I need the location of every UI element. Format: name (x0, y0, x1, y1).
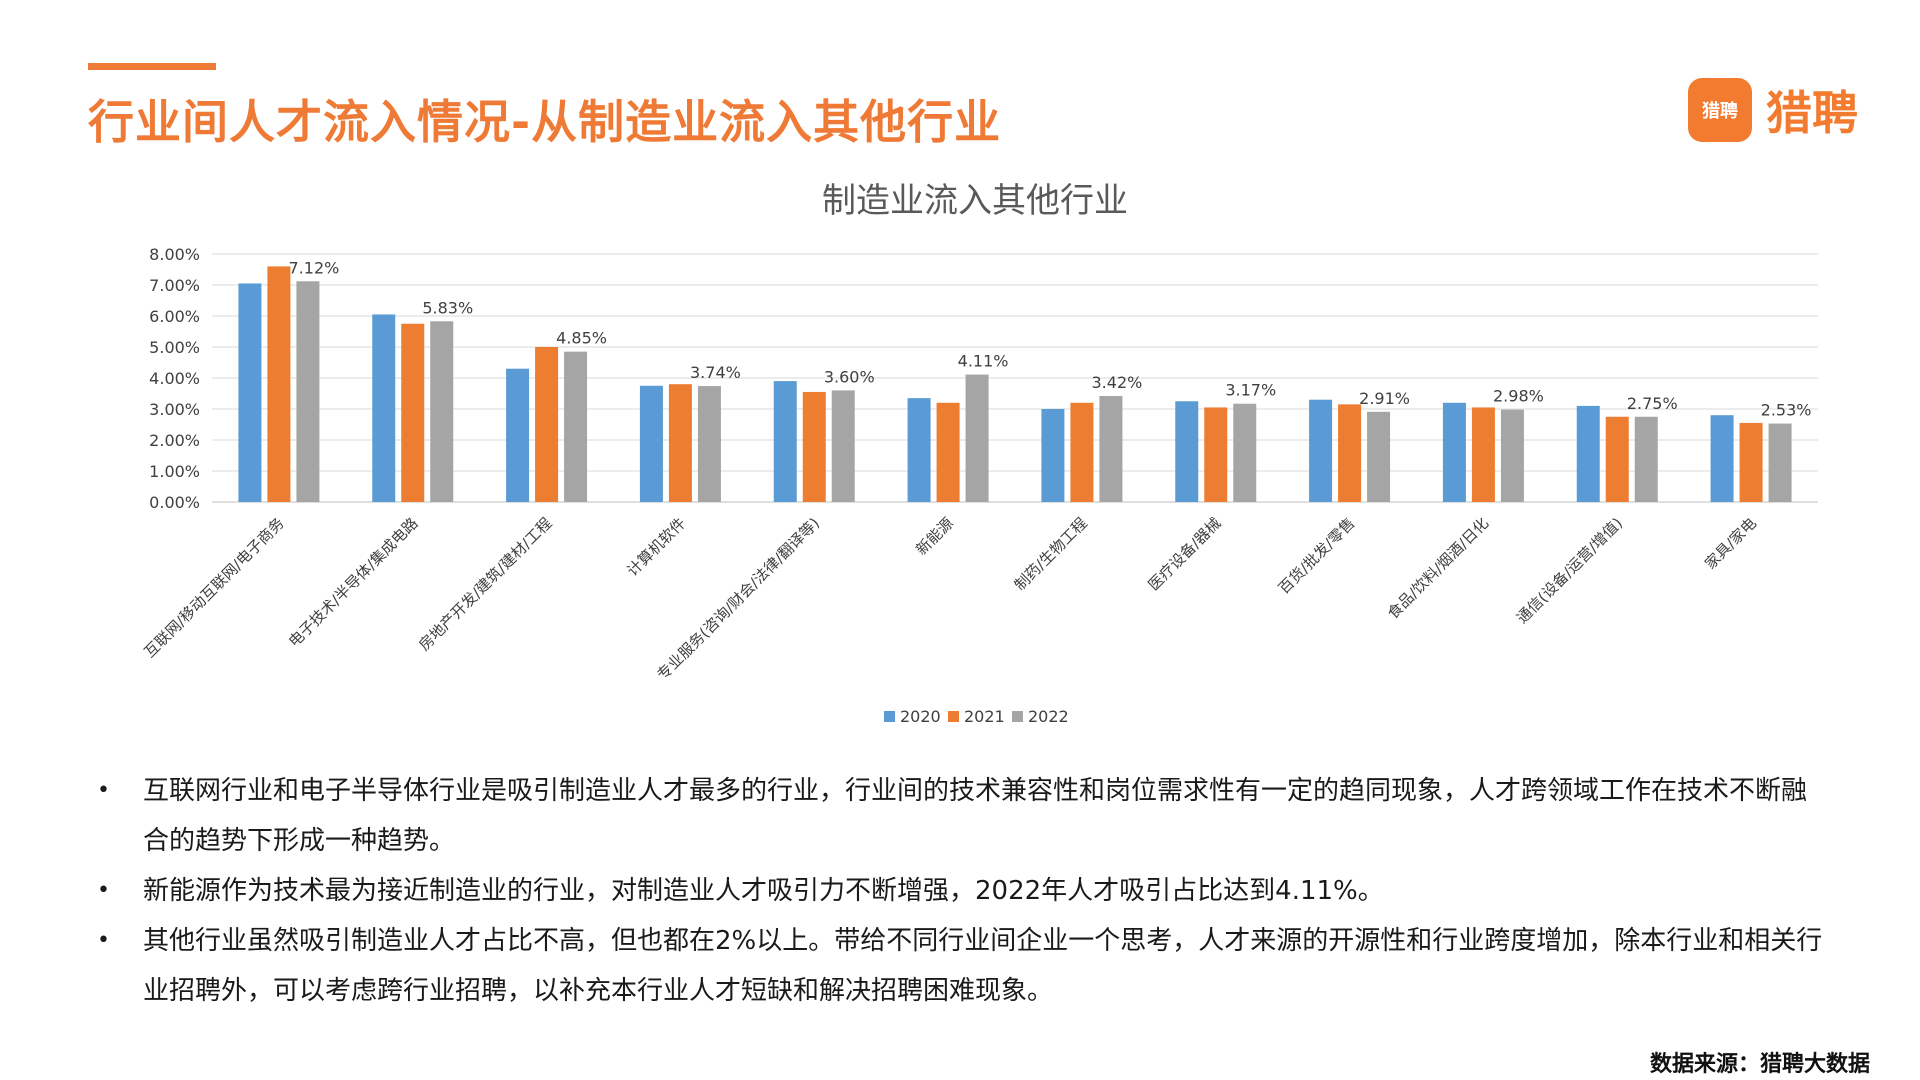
x-category-label: 新能源 (912, 514, 957, 559)
bar-2022 (430, 321, 454, 502)
bar-2022 (1099, 395, 1123, 502)
bar-2020 (1175, 401, 1199, 502)
data-label: 5.83% (422, 298, 473, 317)
bar-2022 (564, 351, 588, 502)
y-tick-label: 3.00% (149, 400, 200, 419)
bar-2020 (773, 381, 797, 502)
insight-item-1: 互联网行业和电子半导体行业是吸引制造业人才最多的行业，行业间的技术兼容性和岗位需… (95, 766, 1825, 866)
data-label: 4.85% (556, 329, 607, 348)
y-tick-label: 2.00% (149, 431, 200, 450)
x-category-label: 医疗设备/器械 (1145, 514, 1225, 594)
y-tick-label: 7.00% (149, 276, 200, 295)
legend-label: 2022 (1028, 707, 1069, 726)
y-tick-label: 4.00% (149, 369, 200, 388)
bar-chart: 制造业流入其他行业 0.00% 1.00% 2.00% 3.00% 4.00% 5.00% 6… (141, 181, 1818, 726)
legend-swatch-2022 (1012, 711, 1023, 722)
bar-2021 (1739, 422, 1763, 502)
brand-name: 猎聘 (1766, 86, 1858, 140)
x-category-label: 家具/家电 (1701, 514, 1760, 573)
bar-2021 (535, 347, 559, 502)
bar-2021 (802, 391, 826, 502)
bar-2020 (639, 385, 663, 502)
insight-item-2: 新能源作为技术最为接近制造业的行业，对制造业人才吸引力不断增强，2022年人才吸… (95, 866, 1825, 916)
bar-2021 (1204, 407, 1228, 502)
legend-swatch-2021 (948, 711, 959, 722)
x-category-label: 食品/饮料/烟酒/日化 (1384, 514, 1492, 622)
x-category-label: 计算机软件 (623, 514, 689, 580)
data-label: 2.98% (1493, 387, 1544, 406)
data-source: 数据来源：猎聘大数据 (1649, 1052, 1870, 1077)
bar-2021 (1070, 402, 1094, 502)
bar-2021 (1471, 407, 1495, 502)
bar-2021 (936, 402, 960, 502)
brand-logo: 猎聘 猎聘 (1688, 78, 1858, 142)
bar-2021 (1338, 404, 1362, 502)
bar-2022 (965, 374, 989, 502)
data-label: 3.74% (690, 363, 741, 382)
bar-2020 (1309, 399, 1333, 502)
bar-2020 (1576, 405, 1600, 502)
data-label: 4.11% (958, 352, 1009, 371)
brand-badge-icon: 猎聘 (1688, 78, 1752, 142)
title-accent-bar (88, 63, 216, 70)
page-title: 行业间人才流入情况-从制造业流入其他行业 (88, 95, 1002, 149)
x-category-label: 专业服务(咨询/财会/法律/翻译等) (653, 514, 823, 684)
bar-2021 (1605, 416, 1629, 502)
insight-list: 互联网行业和电子半导体行业是吸引制造业人才最多的行业，行业间的技术兼容性和岗位需… (95, 766, 1825, 1016)
legend-swatch-2020 (884, 711, 895, 722)
chart-title: 制造业流入其他行业 (822, 181, 1128, 221)
data-label: 2.53% (1761, 401, 1812, 420)
x-category-label: 电子技术/半导体/集成电路 (285, 514, 422, 651)
data-label: 2.91% (1359, 389, 1410, 408)
data-label: 3.17% (1225, 381, 1276, 400)
bar-2020 (1041, 409, 1065, 502)
bar-2022 (296, 281, 320, 502)
bar-2020 (372, 314, 396, 502)
bar-2020 (1710, 415, 1734, 502)
x-category-label: 百货/批发/零售 (1275, 514, 1359, 598)
x-category-label: 通信(设备/运营/增值) (1513, 514, 1626, 627)
y-tick-label: 5.00% (149, 338, 200, 357)
bar-2022 (1233, 403, 1257, 502)
bar-2022 (1768, 423, 1792, 502)
bar-2020 (506, 368, 530, 502)
y-tick-label: 6.00% (149, 307, 200, 326)
bar-2020 (907, 398, 931, 502)
data-label: 2.75% (1627, 394, 1678, 413)
x-category-label: 制药/生物工程 (1011, 514, 1091, 594)
x-category-label: 房地产开发/建筑/建材/工程 (415, 514, 555, 654)
legend-label: 2020 (900, 707, 941, 726)
data-label: 3.60% (824, 367, 875, 386)
data-label: 3.42% (1092, 373, 1143, 392)
legend-label: 2021 (964, 707, 1005, 726)
bar-2022 (831, 390, 855, 502)
bar-2022 (1634, 416, 1658, 502)
x-category-label: 互联网/移动互联网/电子商务 (141, 514, 288, 661)
data-label: 7.12% (289, 258, 340, 277)
insight-item-3: 其他行业虽然吸引制造业人才占比不高，但也都在2%以上。带给不同行业间企业一个思考… (95, 916, 1825, 1016)
bar-2022 (1367, 411, 1391, 502)
y-tick-label: 8.00% (149, 245, 200, 264)
bar-2022 (1500, 409, 1524, 502)
bar-2021 (401, 323, 425, 502)
bar-2020 (1442, 402, 1466, 502)
bar-2020 (238, 283, 262, 502)
bar-2021 (267, 266, 291, 502)
bar-2022 (697, 386, 721, 502)
bar-2021 (668, 384, 692, 502)
y-tick-label: 1.00% (149, 462, 200, 481)
y-tick-label: 0.00% (149, 493, 200, 512)
